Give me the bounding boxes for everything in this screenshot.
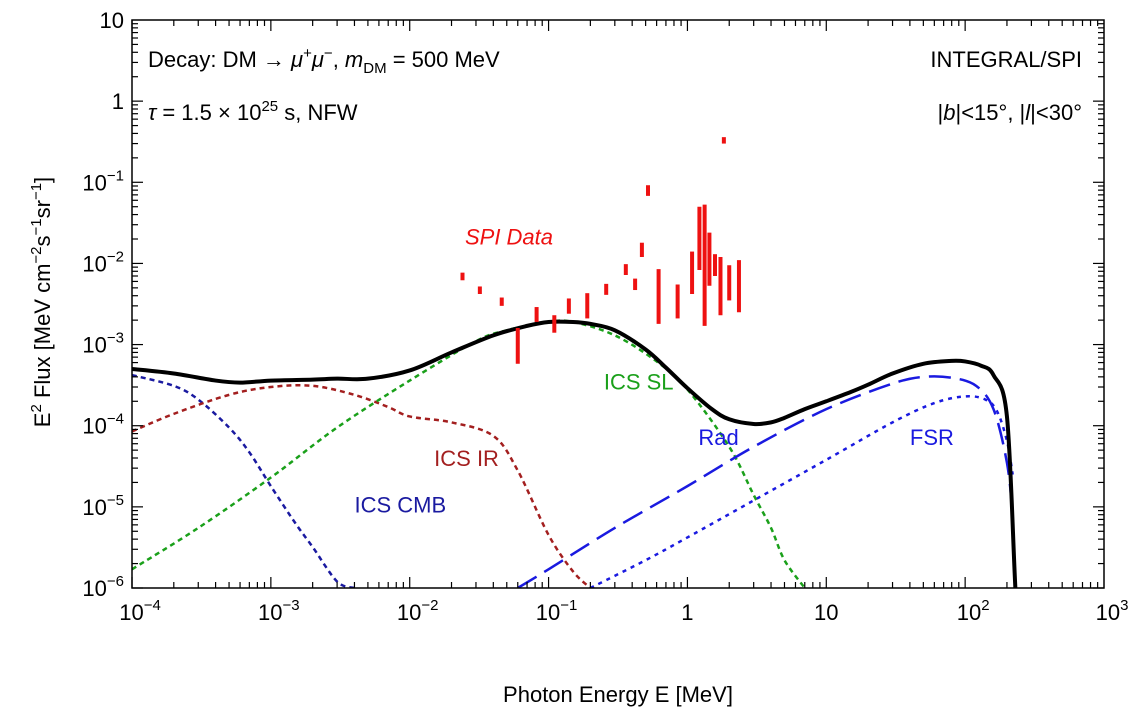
- annotation-instrument: INTEGRAL/SPI: [930, 47, 1082, 72]
- y-tick-label: 10−3: [82, 330, 124, 358]
- y-tick-label: 10−2: [82, 248, 124, 276]
- x-tick-label: 10−2: [397, 597, 439, 625]
- series-rad-line: [517, 375, 1014, 588]
- x-axis-title: Photon Energy E [MeV]: [503, 682, 733, 707]
- x-tick-label: 102: [957, 597, 990, 625]
- x-tick-label: 10: [814, 600, 838, 625]
- y-tick-label: 1: [112, 89, 124, 114]
- plot-frame: [131, 19, 1105, 589]
- y-tick-label: 10−1: [82, 167, 124, 195]
- x-tick-label: 10−4: [119, 597, 161, 625]
- series-fsr-line: [589, 394, 1014, 588]
- series-rad-label: Rad: [698, 425, 738, 450]
- y-tick-label: 10−6: [82, 573, 124, 601]
- x-tick-label: 10−1: [536, 597, 578, 625]
- x-tick-label: 103: [1096, 597, 1129, 625]
- x-tick-label: 1: [681, 600, 693, 625]
- series-ics-cmb-label: ICS CMB: [354, 493, 446, 518]
- y-axis-title: E2 Flux [MeV cm−2s−1sr−1]: [28, 177, 55, 427]
- annotation-decay-channel: Decay: DM → μ+μ−, mDM = 500 MeV: [148, 45, 500, 77]
- y-tick-label: 10−4: [82, 411, 124, 439]
- annotation-sky-region: |b|<15°, |l|<30°: [938, 100, 1082, 125]
- series-ics-ir-label: ICS IR: [434, 446, 499, 471]
- series-ics-ir-line: [132, 383, 592, 588]
- spi-data-label: SPI Data: [465, 225, 553, 250]
- series-ics-cmb-line: [132, 373, 355, 588]
- x-tick-label: 10−3: [258, 597, 300, 625]
- series-fsr-label: FSR: [910, 425, 954, 450]
- series-total-line: [132, 319, 1018, 588]
- series-ics-sl-label: ICS SL: [604, 369, 674, 394]
- annotation-lifetime: τ = 1.5 × 1025 s, NFW: [148, 98, 358, 125]
- y-tick-label: 10−5: [82, 492, 124, 520]
- y-tick-label: 10: [100, 8, 124, 33]
